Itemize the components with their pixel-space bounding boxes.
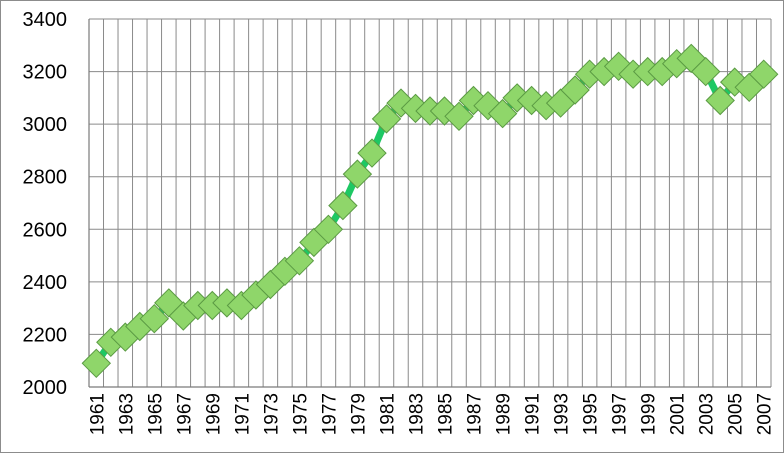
y-tick-label: 3200 [23,62,68,84]
data-point-marker [284,246,315,276]
x-tick-label: 1997 [610,393,631,435]
data-point-marker [342,159,373,189]
x-tick-labels: 1961 1963 1965 1967 1969 1971 1973 1975 1977 1979… [87,393,775,435]
x-tick-label: 1999 [639,393,660,435]
x-tick-label: 2003 [697,393,718,435]
data-point-marker [328,190,358,221]
data-point-marker [690,56,721,87]
data-point-marker [371,104,402,134]
x-tick-label: 1963 [116,393,137,435]
x-tick-label: 1991 [523,393,544,435]
data-point-marker [705,85,735,116]
x-tick-label: 1981 [377,393,398,435]
data-point-marker [357,138,387,168]
x-tick-label: 1995 [581,393,602,435]
data-point-marker [313,214,344,245]
data-point-marker [487,98,518,129]
x-tick-label: 2005 [726,393,747,435]
y-tick-label: 2200 [23,324,68,346]
x-tick-label: 1965 [145,393,166,435]
x-tick-label: 1989 [494,393,515,435]
data-point-marker [139,303,170,334]
y-tick-label: 3000 [23,114,68,136]
y-tick-label: 2000 [23,377,68,399]
x-tick-label: 1993 [552,393,573,435]
data-point-marker [444,101,474,132]
x-tick-label: 1971 [232,393,253,435]
y-tick-label: 3400 [23,9,68,31]
y-tick-labels: 2000 2200 2400 2600 2800 3000 3200 3400 [23,9,68,399]
x-tick-label: 1979 [348,393,369,435]
y-tick-label: 2800 [23,167,68,189]
x-tick-label: 2001 [668,393,689,435]
x-tick-label: 1985 [436,393,457,435]
axes [88,19,771,388]
data-point-marker [81,348,112,379]
series [81,43,779,379]
data-point-marker [560,75,590,105]
x-tick-label: 1967 [174,393,195,435]
x-tick-label: 1977 [319,393,340,435]
x-tick-label: 1975 [290,393,311,435]
y-tick-label: 2400 [23,272,68,294]
x-tick-label: 2007 [755,393,776,435]
x-tick-label: 1969 [203,393,224,435]
x-tick-label: 1983 [406,393,427,435]
data-point-marker [748,59,779,89]
x-tick-label: 1973 [261,393,282,435]
x-tick-label: 1961 [87,393,108,435]
y-tick-label: 2600 [23,219,68,241]
x-tick-label: 1987 [465,393,486,435]
